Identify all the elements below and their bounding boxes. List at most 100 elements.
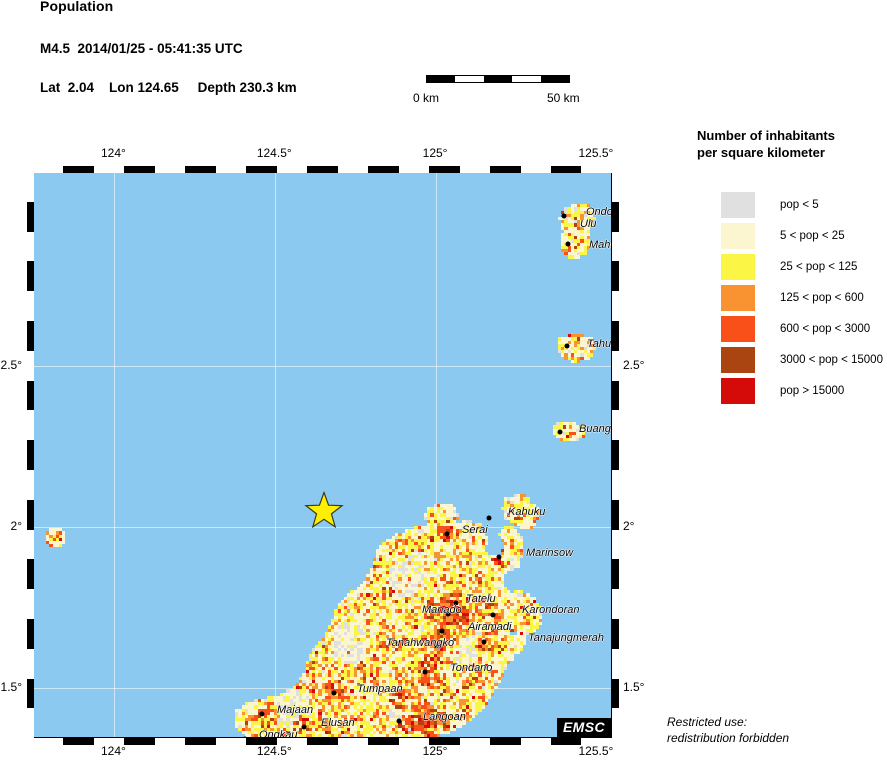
- population-cell: [475, 660, 479, 664]
- population-cell: [372, 734, 376, 737]
- population-cell: [424, 567, 428, 571]
- population-cell: [414, 593, 418, 597]
- population-cell: [356, 619, 360, 623]
- population-cell: [452, 535, 456, 539]
- population-cell: [382, 577, 386, 581]
- population-cell: [443, 644, 447, 648]
- population-cell: [491, 686, 495, 690]
- population-cell: [382, 603, 386, 607]
- population-cell: [372, 609, 376, 613]
- population-cell: [395, 689, 399, 693]
- population-cell: [424, 603, 428, 607]
- population-cell: [500, 619, 504, 623]
- population-cell: [539, 612, 543, 616]
- population-cell: [446, 609, 450, 613]
- population-cell: [574, 353, 578, 357]
- population-cell: [446, 676, 450, 680]
- population-cell: [484, 590, 488, 594]
- population-cell: [308, 676, 312, 680]
- population-cell: [292, 715, 296, 719]
- population-cell: [62, 541, 66, 545]
- population-cell: [392, 609, 396, 613]
- population-cell: [353, 615, 357, 619]
- population-cell: [267, 734, 271, 737]
- population-cell: [459, 580, 463, 584]
- population-cell: [376, 641, 380, 645]
- map-canvas[interactable]: OndongUluMahuriTahulaBuangKahukuSeraiMar…: [33, 172, 612, 738]
- population-cell: [379, 615, 383, 619]
- population-cell: [481, 587, 485, 591]
- population-cell: [468, 564, 472, 568]
- population-cell: [475, 631, 479, 635]
- population-cell: [456, 628, 460, 632]
- population-cell: [344, 596, 348, 600]
- population-cell: [465, 551, 469, 555]
- population-cell: [567, 347, 571, 351]
- population-cell: [420, 596, 424, 600]
- population-cell: [248, 721, 252, 725]
- population-cell: [302, 708, 306, 712]
- population-cell: [254, 724, 258, 728]
- population-cell: [283, 695, 287, 699]
- population-cell: [564, 210, 568, 214]
- population-cell: [382, 638, 386, 642]
- population-cell: [369, 731, 373, 735]
- population-cell: [315, 689, 319, 693]
- population-cell: [401, 638, 405, 642]
- population-cell: [446, 539, 450, 543]
- population-cell: [340, 635, 344, 639]
- population-cell: [481, 548, 485, 552]
- population-cell: [302, 721, 306, 725]
- population-cell: [570, 252, 574, 256]
- population-cell: [443, 689, 447, 693]
- population-cell: [241, 731, 245, 735]
- population-cell: [324, 657, 328, 661]
- population-cell: [481, 628, 485, 632]
- population-cell: [392, 705, 396, 709]
- population-cell: [340, 631, 344, 635]
- population-cell: [507, 529, 511, 533]
- population-cell: [567, 249, 571, 253]
- population-cell: [398, 619, 402, 623]
- population-cell: [580, 236, 584, 240]
- population-cell: [360, 695, 364, 699]
- population-cell: [398, 724, 402, 728]
- population-cell: [472, 564, 476, 568]
- population-cell: [491, 670, 495, 674]
- population-cell: [331, 724, 335, 728]
- population-cell: [305, 727, 309, 731]
- population-cell: [385, 580, 389, 584]
- population-cell: [388, 590, 392, 594]
- population-cell: [344, 689, 348, 693]
- frame-tick: [368, 738, 399, 745]
- population-cell: [55, 537, 59, 541]
- population-cell: [308, 654, 312, 658]
- population-cell: [356, 718, 360, 722]
- population-cell: [484, 654, 488, 658]
- population-cell: [344, 599, 348, 603]
- population-cell: [465, 532, 469, 536]
- population-cell: [510, 513, 514, 517]
- population-cell: [443, 561, 447, 565]
- population-cell: [577, 347, 581, 351]
- population-cell: [379, 577, 383, 581]
- population-cell: [586, 350, 590, 354]
- population-cell: [583, 242, 587, 246]
- population-cell: [372, 676, 376, 680]
- population-cell: [446, 516, 450, 520]
- population-cell: [516, 635, 520, 639]
- population-cell: [488, 603, 492, 607]
- population-cell: [408, 679, 412, 683]
- population-cell: [443, 529, 447, 533]
- population-cell: [356, 635, 360, 639]
- population-cell: [500, 551, 504, 555]
- population-cell: [456, 593, 460, 597]
- population-cell: [430, 593, 434, 597]
- population-cell: [497, 561, 501, 565]
- population-cell: [513, 494, 517, 498]
- population-cell: [344, 734, 348, 737]
- population-cell: [398, 676, 402, 680]
- population-cell: [446, 715, 450, 719]
- population-cell: [331, 625, 335, 629]
- population-cell: [353, 638, 357, 642]
